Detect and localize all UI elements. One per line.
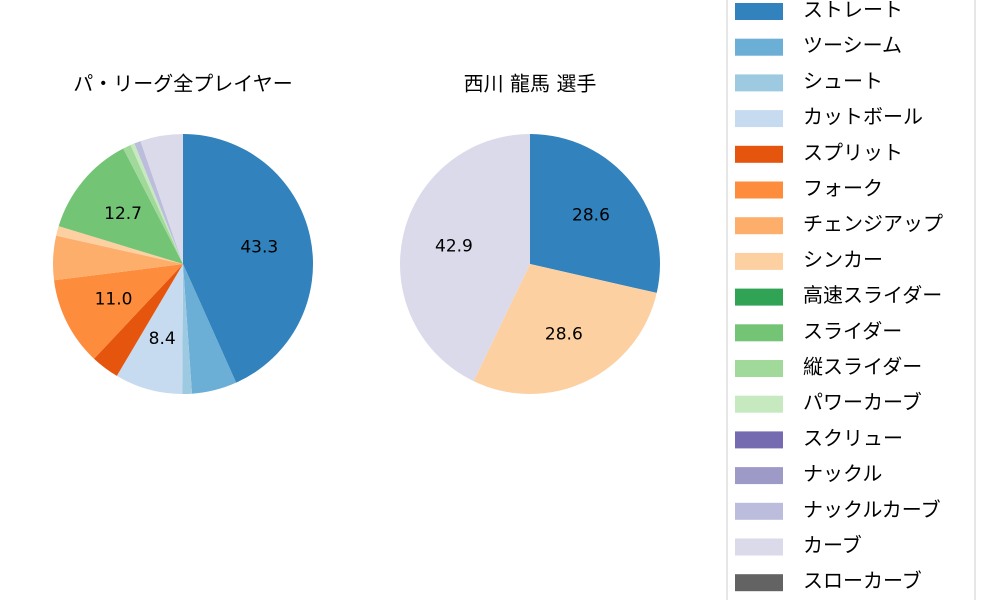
legend-swatch — [735, 395, 783, 413]
legend-label: カーブ — [803, 533, 862, 557]
value-label: 28.6 — [545, 324, 583, 344]
legend-swatch — [735, 360, 783, 377]
pie-slice — [473, 264, 657, 394]
pie-slice — [134, 141, 183, 264]
legend-label: フォーク — [803, 176, 883, 200]
legend-label: ナックルカーブ — [803, 497, 941, 521]
value-label: 43.3 — [240, 238, 278, 258]
pie-slice — [530, 134, 660, 293]
pie-slice — [54, 264, 184, 359]
value-label: 42.9 — [435, 237, 473, 257]
pie-slice — [400, 134, 530, 382]
value-label: 12.7 — [104, 204, 142, 224]
legend-swatch — [735, 38, 783, 56]
legend-label: シュート — [803, 69, 883, 93]
legend-label: スローカーブ — [803, 569, 922, 593]
pie-slice — [183, 264, 237, 394]
legend-label: カットボール — [803, 105, 923, 129]
chart-title: 西川 龍馬 選手 — [464, 72, 597, 96]
pie-slice — [183, 134, 313, 383]
value-label: 28.6 — [572, 205, 610, 225]
pie-slice — [182, 264, 192, 394]
legend-swatch — [735, 324, 783, 342]
legend-label: ストレート — [803, 0, 903, 22]
pie-slice — [130, 143, 183, 264]
legend-swatch — [735, 181, 783, 199]
pie-slice — [94, 264, 183, 376]
pie-slice — [116, 264, 183, 394]
pie-slice — [52, 235, 183, 281]
legend-label: スプリット — [803, 140, 903, 164]
pie-slice — [58, 148, 183, 264]
legend-label: ツーシーム — [803, 33, 902, 57]
legend-label: チェンジアップ — [803, 212, 943, 236]
legend-label: スライダー — [803, 319, 902, 343]
pie-slice — [56, 226, 183, 264]
legend-label: シンカー — [803, 247, 883, 271]
legend-swatch — [735, 288, 783, 306]
legend-swatch — [735, 502, 783, 520]
chart-title: パ・リーグ全プレイヤー — [73, 72, 292, 96]
legend-swatch — [735, 110, 783, 128]
legend-box — [726, 0, 976, 604]
pie-slice — [123, 145, 183, 264]
legend-swatch — [735, 217, 783, 235]
value-label: 11.0 — [95, 289, 133, 309]
legend-label: スクリュー — [803, 426, 903, 450]
legend-swatch — [735, 74, 783, 92]
legend-swatch — [735, 3, 783, 20]
legend-swatch — [735, 574, 783, 592]
value-label: 8.4 — [149, 329, 176, 349]
legend-swatch — [735, 252, 783, 270]
legend-swatch — [735, 431, 783, 449]
legend-label: ナックル — [803, 462, 882, 486]
legend-swatch — [735, 145, 783, 163]
legend-swatch — [735, 467, 783, 485]
legend-label: 高速スライダー — [803, 283, 942, 307]
legend-label: パワーカーブ — [803, 390, 922, 414]
pie-slice — [140, 134, 183, 264]
legend-swatch — [735, 538, 783, 556]
legend-label: 縦スライダー — [803, 355, 922, 379]
